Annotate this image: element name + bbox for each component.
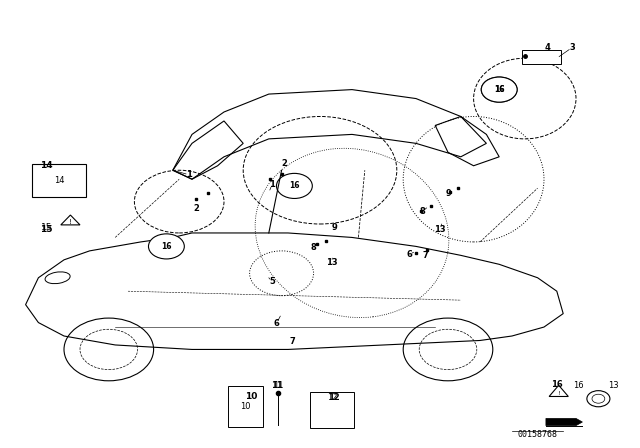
Text: 1: 1 xyxy=(186,170,192,179)
Text: 11: 11 xyxy=(271,381,282,390)
Text: 2: 2 xyxy=(193,204,200,213)
Text: 16: 16 xyxy=(161,242,172,251)
Text: 00158768: 00158768 xyxy=(518,430,557,439)
Text: 10: 10 xyxy=(245,392,258,401)
Text: 8: 8 xyxy=(311,243,316,252)
Text: 10: 10 xyxy=(241,402,251,411)
FancyBboxPatch shape xyxy=(522,50,561,64)
Text: 15: 15 xyxy=(41,223,52,232)
Text: !: ! xyxy=(69,219,72,225)
Text: 13: 13 xyxy=(435,225,446,234)
Text: 13: 13 xyxy=(608,381,618,390)
Text: 8: 8 xyxy=(420,207,425,216)
FancyBboxPatch shape xyxy=(32,164,86,197)
Text: 16: 16 xyxy=(551,380,563,389)
FancyBboxPatch shape xyxy=(228,386,263,427)
Polygon shape xyxy=(546,418,582,426)
Text: 15: 15 xyxy=(40,225,53,234)
Text: 9: 9 xyxy=(332,223,337,232)
Text: 1: 1 xyxy=(269,180,275,189)
Text: 7: 7 xyxy=(422,251,428,260)
Text: 3: 3 xyxy=(570,43,575,52)
Text: 11: 11 xyxy=(273,381,284,390)
Text: 13: 13 xyxy=(326,258,337,267)
FancyBboxPatch shape xyxy=(310,392,354,428)
Text: 12: 12 xyxy=(328,393,340,402)
Text: 4: 4 xyxy=(544,43,550,52)
Text: 5: 5 xyxy=(269,277,275,286)
Text: 12: 12 xyxy=(327,393,337,402)
Text: 16: 16 xyxy=(494,85,504,94)
Text: 14: 14 xyxy=(40,161,53,170)
Circle shape xyxy=(276,173,312,198)
Text: !: ! xyxy=(557,391,560,396)
Circle shape xyxy=(481,77,517,102)
Text: 2: 2 xyxy=(282,159,288,168)
Text: 7: 7 xyxy=(290,337,295,346)
Circle shape xyxy=(481,77,517,102)
Text: 16: 16 xyxy=(573,381,584,390)
Circle shape xyxy=(148,234,184,259)
Text: 14: 14 xyxy=(54,176,65,185)
Text: 6: 6 xyxy=(273,319,280,328)
Text: 6: 6 xyxy=(406,250,413,259)
Text: 16: 16 xyxy=(289,181,300,190)
Text: 16: 16 xyxy=(494,85,504,94)
Text: 9: 9 xyxy=(445,189,451,198)
